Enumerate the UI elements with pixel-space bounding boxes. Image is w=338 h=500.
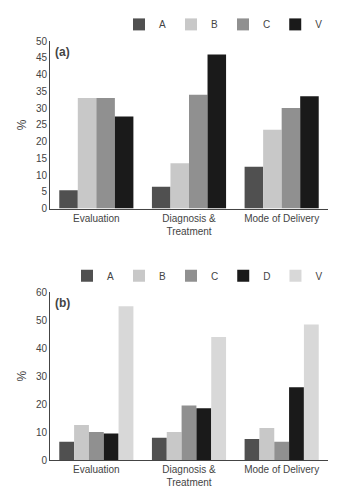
svg-text:V: V (315, 271, 322, 282)
svg-text:5: 5 (41, 186, 47, 197)
svg-text:C: C (263, 19, 270, 30)
svg-text:A: A (159, 19, 166, 30)
svg-text:Diagnosis &Treatment: Diagnosis &Treatment (162, 464, 216, 488)
svg-text:B: B (211, 19, 218, 30)
svg-text:0: 0 (41, 455, 47, 466)
svg-text:%: % (15, 371, 29, 382)
svg-text:Evaluation: Evaluation (73, 464, 120, 475)
svg-text:A: A (107, 271, 114, 282)
svg-text:30: 30 (36, 103, 48, 114)
svg-text:30: 30 (36, 371, 48, 382)
svg-text:Evaluation: Evaluation (73, 213, 120, 224)
svg-text:45: 45 (36, 52, 48, 63)
svg-text:20: 20 (36, 399, 48, 410)
svg-text:Diagnosis &Treatment: Diagnosis &Treatment (162, 213, 216, 237)
svg-text:Mode of Delivery: Mode of Delivery (244, 464, 319, 475)
svg-text:25: 25 (36, 119, 48, 130)
svg-text:50: 50 (36, 315, 48, 326)
svg-text:40: 40 (36, 69, 48, 80)
svg-text:15: 15 (36, 153, 48, 164)
svg-text:10: 10 (36, 427, 48, 438)
svg-text:C: C (211, 271, 218, 282)
svg-text:60: 60 (36, 287, 48, 298)
svg-text:(b): (b) (55, 296, 70, 310)
svg-text:%: % (15, 119, 29, 130)
svg-text:20: 20 (36, 136, 48, 147)
svg-text:0: 0 (41, 203, 47, 214)
svg-text:B: B (159, 271, 166, 282)
svg-text:50: 50 (36, 36, 48, 47)
svg-text:35: 35 (36, 86, 48, 97)
svg-text:D: D (263, 271, 270, 282)
svg-text:Mode of Delivery: Mode of Delivery (244, 213, 319, 224)
svg-text:V: V (315, 19, 322, 30)
svg-text:40: 40 (36, 343, 48, 354)
svg-text:10: 10 (36, 170, 48, 181)
svg-text:(a): (a) (55, 45, 70, 59)
